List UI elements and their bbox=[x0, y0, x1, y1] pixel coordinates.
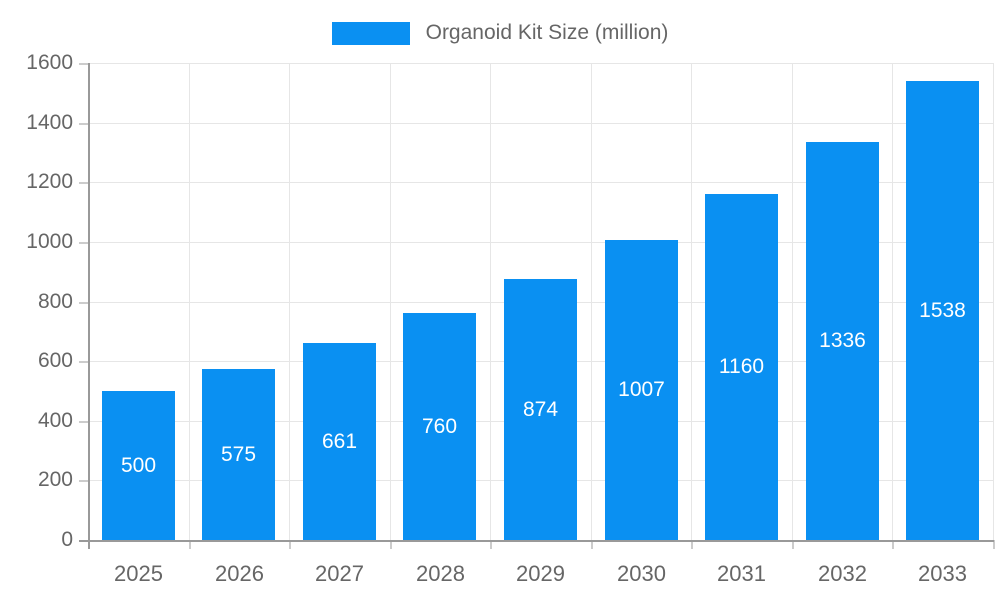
bar-value-label: 1007 bbox=[618, 378, 665, 401]
bar: 1538 bbox=[906, 81, 979, 540]
y-tick bbox=[79, 421, 88, 423]
bar-value-label: 575 bbox=[220, 442, 257, 466]
x-gridline bbox=[691, 63, 692, 540]
bar-value-label: 661 bbox=[321, 429, 358, 453]
bar-value-label: 500 bbox=[120, 453, 157, 477]
x-gridline bbox=[993, 63, 994, 540]
x-gridline bbox=[892, 63, 893, 540]
x-tick bbox=[591, 540, 593, 549]
x-tick bbox=[390, 540, 392, 549]
y-tick-label: 1200 bbox=[26, 170, 73, 193]
x-gridline bbox=[591, 63, 592, 540]
y-axis-line bbox=[88, 63, 90, 549]
y-tick-label: 400 bbox=[37, 409, 73, 432]
x-gridline bbox=[390, 63, 391, 540]
y-tick bbox=[79, 63, 88, 65]
x-gridline bbox=[189, 63, 190, 540]
y-gridline bbox=[88, 242, 993, 243]
x-axis-line bbox=[79, 540, 994, 542]
bar: 874 bbox=[504, 279, 577, 540]
x-tick-label: 2025 bbox=[114, 561, 163, 586]
legend-swatch bbox=[331, 21, 410, 45]
bar-value-label: 1538 bbox=[919, 298, 966, 322]
legend: Organoid Kit Size (million) bbox=[0, 18, 1000, 48]
x-tick-label: 2032 bbox=[818, 561, 867, 586]
bar-value-label: 1336 bbox=[819, 329, 866, 352]
y-tick-label: 600 bbox=[37, 349, 73, 372]
x-tick-label: 2029 bbox=[516, 561, 565, 586]
x-tick-label: 2033 bbox=[918, 561, 967, 586]
bar-value-label: 760 bbox=[421, 414, 458, 438]
y-tick-label: 1400 bbox=[26, 111, 73, 134]
y-tick bbox=[79, 361, 88, 363]
y-tick bbox=[79, 123, 88, 125]
y-gridline bbox=[88, 123, 993, 124]
bar: 1336 bbox=[806, 142, 879, 540]
y-tick-label: 200 bbox=[37, 468, 73, 491]
x-gridline bbox=[792, 63, 793, 540]
x-gridline bbox=[490, 63, 491, 540]
y-tick bbox=[79, 182, 88, 184]
x-tick bbox=[289, 540, 291, 549]
y-tick bbox=[79, 302, 88, 304]
x-tick bbox=[792, 540, 794, 549]
y-tick bbox=[79, 242, 88, 244]
x-tick bbox=[691, 540, 693, 549]
bar-value-label: 874 bbox=[522, 397, 559, 421]
bar: 1160 bbox=[705, 194, 778, 540]
bar-value-label: 1160 bbox=[718, 355, 765, 378]
x-tick bbox=[993, 540, 995, 549]
x-tick bbox=[490, 540, 492, 549]
x-tick-label: 2030 bbox=[617, 561, 666, 586]
x-tick-label: 2031 bbox=[717, 561, 766, 586]
y-tick bbox=[79, 480, 88, 482]
x-tick bbox=[189, 540, 191, 549]
x-tick-label: 2027 bbox=[315, 561, 364, 586]
bar: 500 bbox=[102, 391, 175, 540]
bar: 1007 bbox=[605, 240, 678, 540]
y-gridline bbox=[88, 63, 993, 64]
y-tick-label: 800 bbox=[37, 290, 73, 313]
y-gridline bbox=[88, 182, 993, 183]
x-gridline bbox=[289, 63, 290, 540]
bar: 575 bbox=[202, 369, 275, 540]
legend-label: Organoid Kit Size (million) bbox=[425, 21, 669, 44]
bar: 661 bbox=[303, 343, 376, 540]
y-tick-label: 1600 bbox=[26, 51, 73, 74]
bar: 760 bbox=[403, 313, 476, 540]
y-tick-label: 1000 bbox=[26, 230, 73, 253]
x-tick-label: 2026 bbox=[215, 561, 264, 586]
y-tick-label: 0 bbox=[61, 528, 73, 551]
x-tick bbox=[892, 540, 894, 549]
x-tick-label: 2028 bbox=[416, 561, 465, 586]
